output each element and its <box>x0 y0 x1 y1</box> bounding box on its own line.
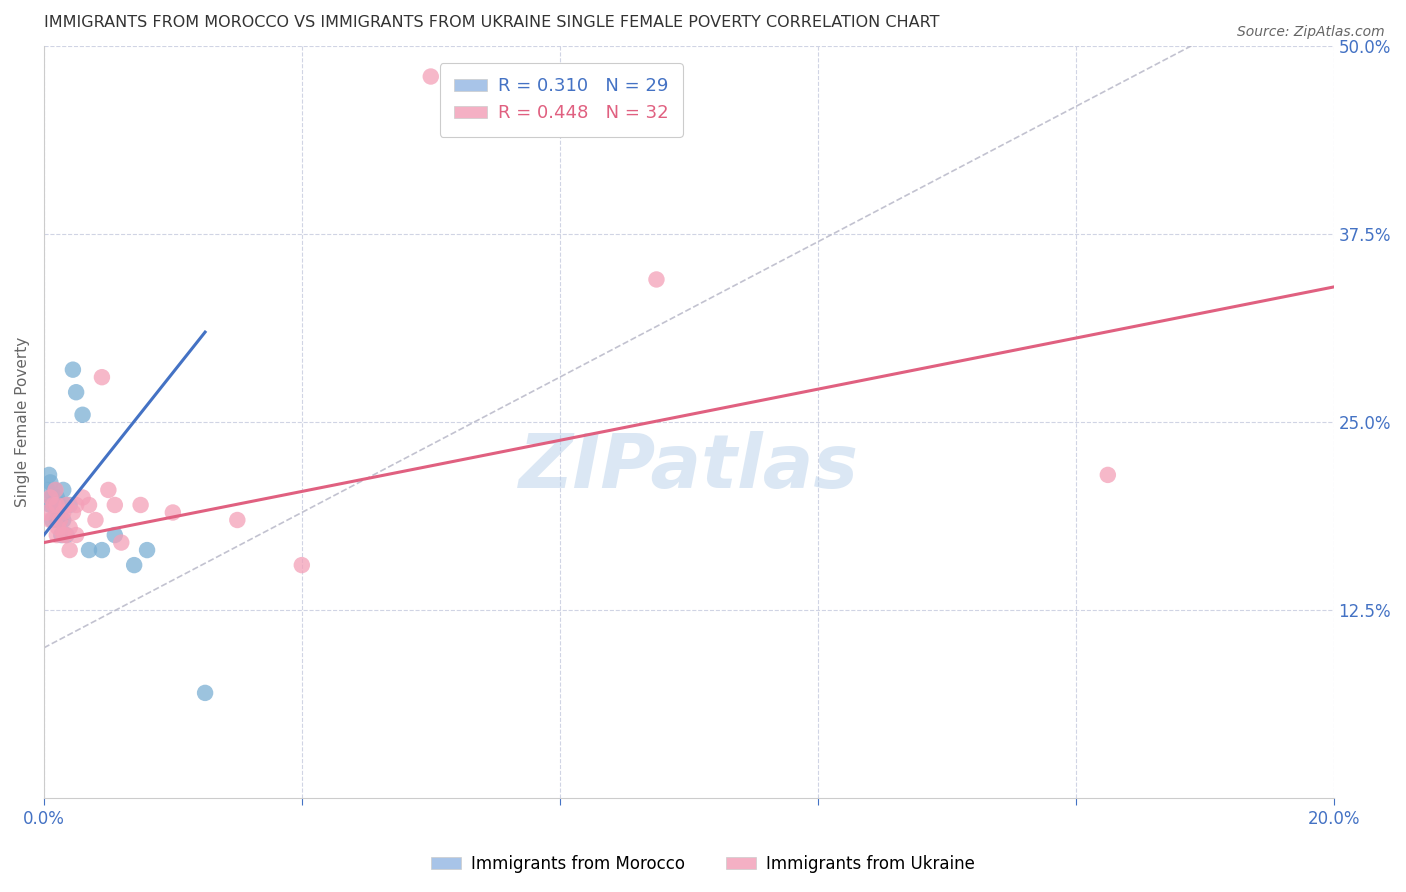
Point <box>77 498 100 512</box>
Point <box>62 362 84 376</box>
Point <box>39 491 62 505</box>
Point <box>59 543 82 558</box>
Point <box>72 408 94 422</box>
Point <box>51 528 73 542</box>
Point <box>55 498 77 512</box>
Point <box>44 483 66 497</box>
Point <box>52 528 75 542</box>
Point <box>97 483 120 497</box>
Point <box>136 543 159 558</box>
Point <box>104 498 127 512</box>
Point <box>46 498 69 512</box>
Point <box>291 558 314 573</box>
Text: ZIPatlas: ZIPatlas <box>519 431 859 504</box>
Point <box>53 498 76 512</box>
Point <box>49 513 72 527</box>
Point <box>39 513 62 527</box>
Text: Source: ZipAtlas.com: Source: ZipAtlas.com <box>1237 25 1385 39</box>
Point <box>59 498 82 512</box>
Point <box>45 491 67 505</box>
Legend: Immigrants from Morocco, Immigrants from Ukraine: Immigrants from Morocco, Immigrants from… <box>425 848 981 880</box>
Point <box>49 506 72 520</box>
Point <box>65 498 87 512</box>
Point <box>53 528 76 542</box>
Point <box>55 528 77 542</box>
Point <box>42 498 65 512</box>
Point <box>122 558 145 573</box>
Point <box>39 475 62 490</box>
Point <box>45 513 67 527</box>
Point <box>52 506 75 520</box>
Point <box>104 528 127 542</box>
Point <box>38 467 60 482</box>
Point <box>41 513 63 527</box>
Point <box>90 543 112 558</box>
Point <box>48 498 70 512</box>
Point <box>1097 467 1119 482</box>
Point <box>84 513 107 527</box>
Point <box>42 498 65 512</box>
Point <box>90 370 112 384</box>
Point <box>37 483 59 497</box>
Point <box>45 528 67 542</box>
Point <box>37 506 59 520</box>
Point <box>65 528 87 542</box>
Point <box>77 543 100 558</box>
Point <box>39 498 62 512</box>
Point <box>44 483 66 497</box>
Point <box>129 498 152 512</box>
Point <box>194 686 217 700</box>
Text: IMMIGRANTS FROM MOROCCO VS IMMIGRANTS FROM UKRAINE SINGLE FEMALE POVERTY CORRELA: IMMIGRANTS FROM MOROCCO VS IMMIGRANTS FR… <box>44 15 939 30</box>
Y-axis label: Single Female Poverty: Single Female Poverty <box>15 337 30 508</box>
Point <box>226 513 249 527</box>
Point <box>59 520 82 534</box>
Point <box>41 491 63 505</box>
Point <box>46 520 69 534</box>
Point <box>49 513 72 527</box>
Point <box>419 70 441 84</box>
Point <box>645 272 668 286</box>
Point <box>62 506 84 520</box>
Point <box>52 513 75 527</box>
Point <box>110 535 132 549</box>
Point <box>72 491 94 505</box>
Point <box>65 385 87 400</box>
Legend: R = 0.310   N = 29, R = 0.448   N = 32: R = 0.310 N = 29, R = 0.448 N = 32 <box>440 63 683 136</box>
Point <box>162 506 184 520</box>
Point <box>45 498 67 512</box>
Point <box>52 483 75 497</box>
